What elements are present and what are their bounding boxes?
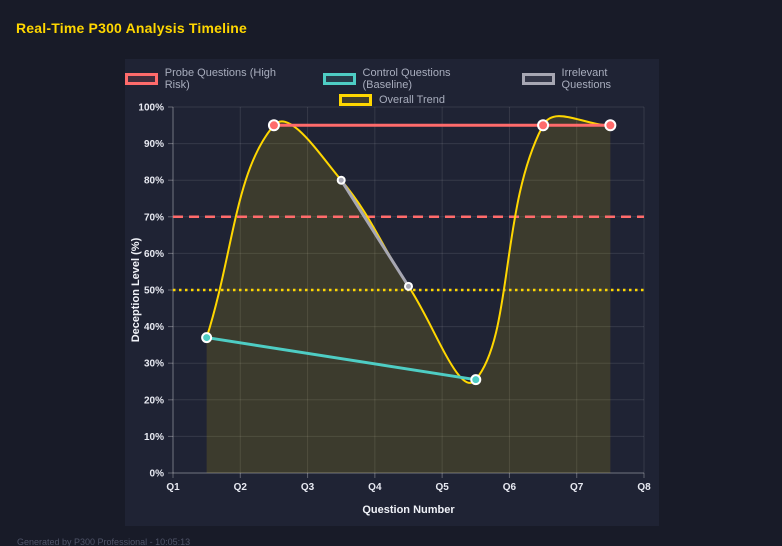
x-tick-label: Q3 xyxy=(301,482,315,493)
x-tick-label: Q4 xyxy=(368,482,382,493)
y-tick-label: 20% xyxy=(144,395,164,406)
series-irrelevant-point[interactable] xyxy=(404,281,413,291)
series-irrelevant-point[interactable] xyxy=(336,175,346,185)
series-control-point[interactable] xyxy=(201,332,213,344)
timeline-chart: 0% 10% 20% 30% 40% 50% 60% 70% 80% 90% 100% Q1 Q2 Q3 Q… xyxy=(130,103,651,517)
legend-item-trend[interactable]: Overall Trend xyxy=(338,94,446,106)
chart-canvas: 0% 10% 20% 30% 40% 50% 60% 70% 80% 90% 100% Q1 Q2 Q3 Q… xyxy=(125,59,659,526)
legend-label: Control Questions (Baseline) xyxy=(362,67,451,91)
footer-text: Generated by P300 Professional - 10:05:1… xyxy=(17,537,191,546)
legend-item-probe[interactable]: Probe Questions (High Risk) xyxy=(125,67,303,91)
legend-row: Overall Trend xyxy=(338,94,446,106)
y-tick-label: 50% xyxy=(144,286,164,297)
y-tick-label: 60% xyxy=(144,249,164,260)
page-title: Real-Time P300 Analysis Timeline xyxy=(16,20,248,36)
chart-panel: Probe Questions (High Risk) Control Quest… xyxy=(125,59,659,526)
legend-label: Overall Trend xyxy=(378,94,446,106)
y-axis-title: Deception Level (%) xyxy=(130,237,142,342)
y-tick-label: 80% xyxy=(144,176,164,187)
legend-swatch-probe xyxy=(125,73,158,85)
x-tick-label: Q1 xyxy=(166,482,180,493)
legend-item-irrelevant[interactable]: Irrelevant Questions xyxy=(521,67,659,91)
y-tick-label: 100% xyxy=(138,103,164,114)
x-axis-title: Question Number xyxy=(362,504,455,516)
series-probe-point[interactable] xyxy=(537,119,550,132)
chart-legend: Probe Questions (High Risk) Control Quest… xyxy=(125,67,659,106)
legend-swatch-trend xyxy=(338,94,372,106)
trend-area xyxy=(206,116,611,474)
y-tick-label: 10% xyxy=(144,432,164,443)
legend-swatch-control xyxy=(322,73,356,85)
series-irrelevant-line xyxy=(339,178,410,288)
x-tick-label: Q7 xyxy=(570,482,584,493)
x-tick-label: Q2 xyxy=(234,482,248,493)
x-tick-label: Q6 xyxy=(503,482,517,493)
y-tick-label: 0% xyxy=(150,469,165,480)
series-control-point[interactable] xyxy=(470,374,482,386)
legend-label: Irrelevant Questions xyxy=(561,67,612,91)
series-probe-point[interactable] xyxy=(267,119,280,132)
legend-label: Probe Questions (High Risk) xyxy=(164,67,277,91)
y-tick-label: 30% xyxy=(144,359,164,370)
legend-swatch-irrelevant xyxy=(521,73,555,85)
y-tick-label: 40% xyxy=(144,322,164,333)
series-control-line xyxy=(205,336,478,382)
y-tick-label: 70% xyxy=(144,212,164,223)
y-tick-label: 90% xyxy=(144,139,164,150)
x-tick-label: Q5 xyxy=(435,482,449,493)
x-tick-label: Q8 xyxy=(637,482,651,493)
legend-item-control[interactable]: Control Questions (Baseline) xyxy=(322,67,502,91)
legend-row: Probe Questions (High Risk) Control Quest… xyxy=(125,67,659,91)
series-probe-point[interactable] xyxy=(604,119,617,132)
